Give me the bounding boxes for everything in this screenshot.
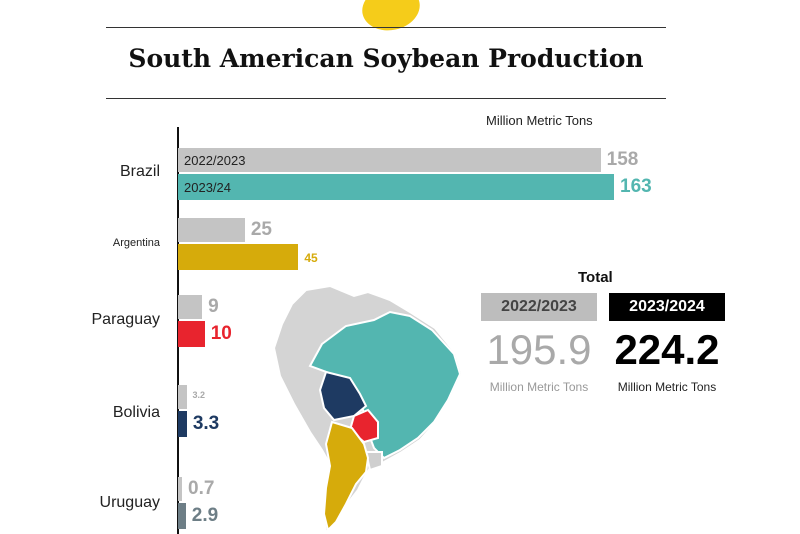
bar-curr-inlabel-brazil: 2023/24 (184, 180, 231, 195)
value-curr-argentina: 45 (304, 251, 318, 265)
logo-icon (358, 0, 424, 36)
total-curr-value: 224.2 (614, 326, 720, 373)
country-label-paraguay: Paraguay (91, 311, 161, 328)
total-curr-badge: 2023/2024 (609, 293, 725, 321)
bar-prev-bolivia (178, 385, 187, 409)
value-prev-argentina: 25 (250, 219, 272, 240)
value-prev-brazil: 158 (606, 149, 639, 170)
total-prev-value: 195.9 (486, 326, 592, 373)
country-label-brazil: Brazil (119, 163, 160, 180)
value-curr-uruguay: 2.9 (191, 505, 219, 526)
country-label-bolivia: Bolivia (112, 404, 160, 421)
value-prev-uruguay: 0.7 (188, 478, 215, 499)
country-label-uruguay: Uruguay (99, 494, 160, 511)
bottom-rule (106, 98, 666, 99)
bar-prev-inlabel-brazil: 2022/2023 (184, 153, 246, 168)
value-prev-bolivia: 3.2 (192, 390, 206, 400)
total-prev-badge: 2022/2023 (481, 293, 597, 321)
total-prev-unit: Million Metric Tons (489, 380, 589, 394)
bar-prev-brazil (178, 148, 601, 172)
total-title: Total (578, 269, 613, 286)
chart-title: South American Soybean Production (128, 44, 644, 73)
bar-prev-argentina (178, 218, 245, 242)
bar-prev-uruguay (178, 477, 182, 501)
total-curr-unit: Million Metric Tons (617, 380, 717, 394)
bar-curr-brazil (178, 174, 614, 200)
value-curr-bolivia: 3.3 (192, 413, 220, 434)
bar-curr-paraguay (178, 321, 205, 347)
value-curr-paraguay: 10 (210, 323, 232, 344)
south-america-map-icon (272, 284, 464, 534)
map-uruguay (364, 451, 383, 472)
map-argentina (322, 420, 370, 532)
value-prev-paraguay: 9 (208, 296, 219, 317)
units-label: Million Metric Tons (486, 113, 593, 128)
value-curr-brazil: 163 (620, 176, 652, 197)
bar-curr-argentina (178, 244, 299, 270)
bar-prev-paraguay (178, 295, 203, 319)
bar-curr-uruguay (178, 503, 186, 529)
country-label-argentina: Argentina (112, 237, 160, 249)
top-rule (106, 27, 666, 28)
bar-curr-bolivia (178, 411, 187, 437)
